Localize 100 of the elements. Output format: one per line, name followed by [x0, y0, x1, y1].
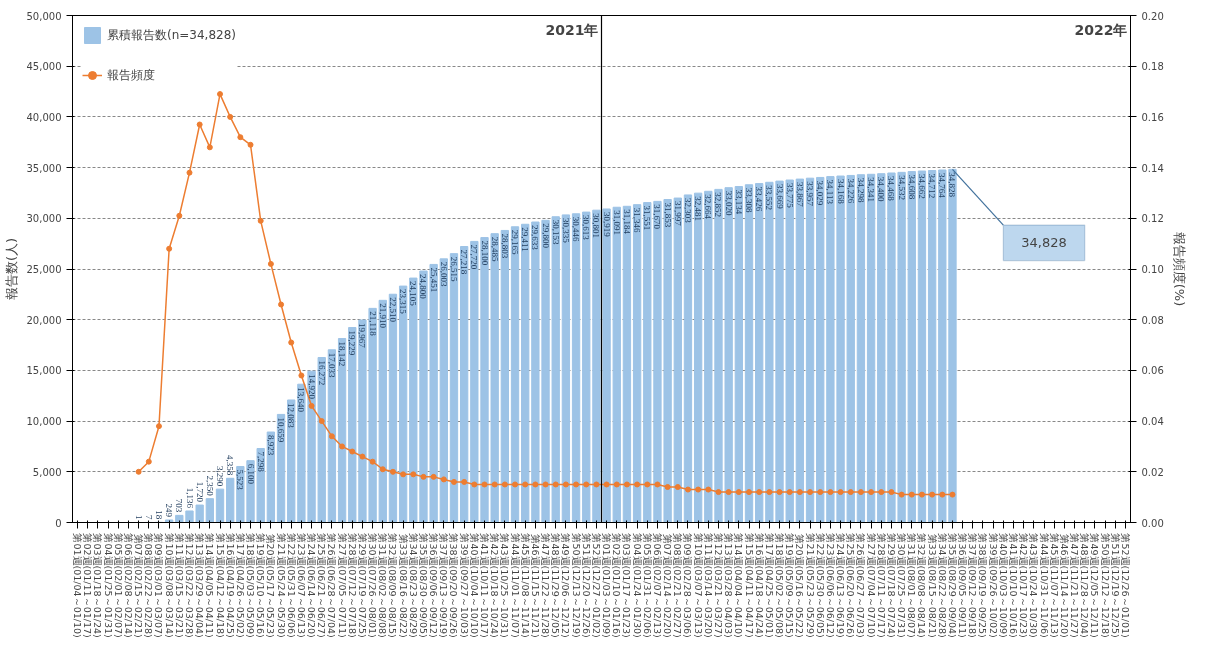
x-tick-label: 第28週(07/12～07/18) [346, 533, 358, 638]
x-tick-label: 第26週(06/28～07/04) [326, 533, 338, 638]
x-tick-label: 第26週(06/27～07/03) [855, 533, 867, 638]
y-tick-label: 25,000 [26, 264, 62, 275]
y2-axis-title: 報告頻度(%) [1171, 231, 1187, 307]
data-label: 28,485 [489, 236, 500, 262]
data-label: 27,720 [469, 244, 480, 270]
data-label: 18,142 [337, 341, 348, 367]
data-label: 33,308 [744, 187, 755, 214]
x-tick-label: 第37週(09/13～09/19) [438, 533, 450, 638]
data-label: 31,997 [672, 201, 683, 227]
x-tick-label: 第50週(12/12～12/18) [1099, 533, 1111, 638]
data-label: 32,852 [713, 192, 724, 218]
data-label: 31,184 [621, 209, 632, 235]
data-label: 27,218 [459, 249, 470, 275]
annotation: 2021年 [545, 22, 599, 39]
data-label: 33,426 [754, 186, 765, 212]
x-tick-label: 第11週(03/14～03/20) [702, 533, 714, 638]
data-label: 33,552 [764, 185, 775, 211]
x-tick-label: 第30週(07/25～07/31) [896, 533, 908, 638]
data-label: 29,800 [540, 223, 551, 249]
data-label: 25,451 [428, 267, 439, 293]
x-tick-label: 第16週(04/18～04/24) [753, 533, 765, 638]
data-label: 24,105 [408, 281, 419, 307]
data-label: 34,168 [835, 179, 846, 205]
x-tick-label: 第13週(03/29～04/04) [194, 533, 206, 638]
x-tick-label: 第44週(11/01～11/07) [509, 533, 521, 638]
x-tick-label: 第44週(10/31～11/06) [1038, 533, 1050, 638]
x-tick-label: 第39週(09/27～10/03) [458, 533, 470, 638]
data-label: 32,303 [682, 197, 693, 224]
x-tick-label: 第46週(11/15～11/21) [529, 533, 541, 638]
x-tick-label: 第19週(05/10～05/16) [255, 533, 267, 638]
data-label: 34,298 [855, 177, 866, 203]
x-tick-label: 第34週(08/23～08/29) [407, 533, 419, 638]
data-label: 2,350 [204, 475, 215, 497]
x-tick-label: 第01週(01/04～01/10) [72, 533, 84, 638]
data-label: 33,775 [784, 183, 795, 209]
x-tick-label: 第18週(05/03～05/09) [245, 533, 257, 638]
x-tick-label: 第47週(11/21～11/27) [1069, 533, 1081, 638]
data-label: 29,633 [530, 225, 541, 251]
y-tick-label: 0 [55, 517, 62, 529]
x-tick-label: 第34週(08/22～08/28) [936, 533, 948, 638]
x-tick-label: 第02週(01/10～01/16) [611, 533, 623, 638]
data-label: 32,481 [693, 196, 704, 221]
x-tick-label: 第31週(08/02～08/08) [377, 533, 389, 638]
data-label: 703 [174, 498, 185, 513]
x-tick-label: 第23週(06/07～06/13) [295, 533, 307, 638]
x-tick-label: 第27週(07/04～07/10) [865, 533, 877, 638]
y2-tick-label: 0.04 [1141, 416, 1164, 428]
x-tick-label: 第23週(06/06～06/12) [824, 533, 836, 638]
data-label: 34,712 [927, 173, 938, 199]
x-tick-label: 第36週(09/06～09/12) [428, 533, 440, 638]
x-tick-label: 第51週(12/20～12/26) [580, 533, 592, 638]
x-tick-label: 第25週(06/21～06/27) [316, 533, 328, 638]
x-tick-label: 第06週(02/08～02/14) [122, 533, 134, 638]
x-tick-label: 第24週(06/14～06/20) [306, 533, 318, 638]
data-label: 21,910 [377, 303, 388, 329]
x-tick-label: 第50週(12/13～12/19) [570, 533, 582, 638]
data-label: 31,853 [662, 202, 673, 228]
data-label: 34,113 [825, 179, 836, 205]
x-tick-label: 第51週(12/19～12/25) [1109, 533, 1121, 638]
x-tick-label: 第13週(03/28～04/03) [723, 533, 735, 638]
data-label: 18 [153, 510, 164, 520]
x-tick-label: 第41週(10/11～10/17) [479, 533, 491, 638]
x-tick-label: 第14週(04/05～04/11) [204, 533, 216, 638]
y2-tick-label: 0.20 [1141, 10, 1164, 22]
x-tick-label: 第09週(03/01～03/07) [153, 533, 165, 638]
data-label: 30,153 [550, 219, 561, 245]
data-label: 30,446 [571, 216, 582, 243]
x-tick-label: 第04週(01/25～01/31) [102, 533, 114, 638]
y-tick-label: 45,000 [26, 61, 62, 73]
x-tick-label: 第10週(03/07～03/13) [692, 533, 704, 638]
x-tick-label: 第03週(01/18～01/24) [92, 533, 104, 638]
x-tick-label: 第39週(09/26～10/02) [987, 533, 999, 638]
data-label: 33,669 [774, 184, 785, 210]
y2-tick-label: 0.02 [1141, 466, 1164, 478]
x-tick-label: 第42週(10/17～10/23) [1018, 533, 1030, 638]
x-tick-label: 第43週(10/25～10/31) [499, 533, 511, 638]
x-tick-label: 第47週(11/22～11/28) [540, 533, 552, 638]
data-label: 6,100 [245, 463, 256, 485]
x-tick-label: 第05週(02/01～02/07) [112, 533, 124, 638]
x-tick-label: 第32週(08/09～08/15) [387, 533, 399, 638]
data-label: 34,341 [866, 177, 877, 203]
data-label: 28,100 [479, 240, 490, 266]
x-tick-label: 第05週(01/31～02/06) [641, 533, 653, 638]
data-label: 14,920 [306, 374, 317, 400]
x-tick-label: 第52週(12/27～01/02) [590, 533, 602, 638]
x-tick-label: 第29週(07/18～07/24) [885, 533, 897, 638]
data-label: 30,801 [591, 213, 602, 238]
x-tick-label: 第52週(12/26～01/01) [1119, 533, 1131, 638]
data-label: 26,003 [438, 261, 449, 288]
data-label: 34,226 [845, 178, 856, 204]
data-label: 33,134 [733, 189, 744, 215]
x-tick-label: 第35週(08/30～09/05) [417, 533, 429, 638]
y-tick-label: 20,000 [26, 314, 62, 326]
y-tick-label: 10,000 [26, 416, 62, 428]
y2-tick-label: 0.12 [1141, 213, 1164, 225]
data-label: 23,315 [398, 289, 409, 315]
x-tick-label: 第02週(01/11～01/17) [82, 533, 94, 638]
x-tick-label: 第14週(04/04～04/10) [733, 533, 745, 638]
